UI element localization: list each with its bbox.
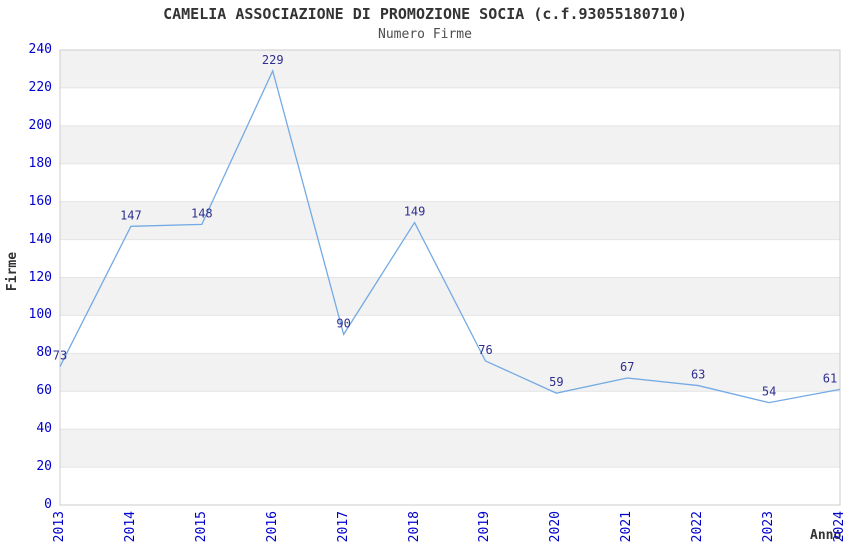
y-tick-label: 240	[28, 42, 52, 57]
x-tick-label: 2022	[690, 511, 706, 543]
x-axis-title: Anno	[810, 528, 842, 543]
plot-band	[60, 353, 840, 392]
x-tick-label: 2018	[406, 511, 422, 543]
data-point-label: 54	[762, 385, 776, 399]
x-tick-label: 2017	[335, 511, 351, 543]
x-tick-label: 2023	[761, 511, 777, 543]
y-tick-label: 220	[28, 79, 52, 95]
x-tick-label: 2014	[122, 511, 138, 543]
data-point-label: 67	[620, 360, 634, 374]
data-point-label: 76	[478, 343, 492, 357]
plot-band	[60, 239, 840, 278]
plot-band	[60, 87, 840, 126]
data-point-label: 61	[823, 371, 837, 385]
x-tick-label: 2019	[477, 511, 493, 543]
data-point-label: 148	[191, 206, 213, 220]
plot-band	[60, 315, 840, 354]
x-tick-label: 2013	[52, 511, 67, 543]
data-point-label: 63	[691, 368, 705, 382]
plot-band	[60, 277, 840, 316]
plot-band	[60, 163, 840, 202]
y-tick-label: 40	[36, 421, 52, 437]
data-point-label: 90	[336, 316, 350, 330]
y-tick-label: 140	[28, 231, 52, 247]
x-tick-label: 2020	[548, 511, 564, 543]
x-tick-label: 2015	[193, 511, 209, 543]
y-tick-label: 60	[36, 383, 52, 399]
y-tick-label: 120	[28, 269, 52, 285]
data-line	[59, 68, 841, 404]
y-tick-label: 0	[44, 497, 52, 512]
plot-band	[60, 391, 840, 430]
x-tick-label: 2024	[832, 511, 847, 543]
data-point-label: 149	[404, 205, 426, 219]
plot-band	[60, 429, 840, 468]
x-tick-label: 2021	[619, 511, 635, 543]
data-point-label: 59	[549, 375, 563, 389]
plot-band	[60, 201, 840, 240]
plot-border	[59, 49, 841, 506]
plot-band	[60, 125, 840, 164]
y-tick-label: 80	[36, 345, 52, 361]
chart-title: CAMELIA ASSOCIAZIONE DI PROMOZIONE SOCIA…	[163, 5, 687, 23]
x-tick-label: 2016	[264, 511, 280, 543]
data-point-label: 73	[53, 349, 67, 363]
plot-band	[60, 50, 840, 88]
y-tick-label: 100	[28, 307, 52, 323]
data-point-label: 229	[262, 53, 284, 67]
data-point-label: 147	[120, 208, 142, 222]
y-tick-label: 180	[28, 155, 52, 171]
y-tick-label: 160	[28, 193, 52, 209]
y-tick-label: 200	[28, 117, 52, 133]
chart-subtitle: Numero Firme	[378, 27, 472, 42]
plot-band	[60, 467, 840, 505]
y-tick-label: 20	[36, 459, 52, 475]
